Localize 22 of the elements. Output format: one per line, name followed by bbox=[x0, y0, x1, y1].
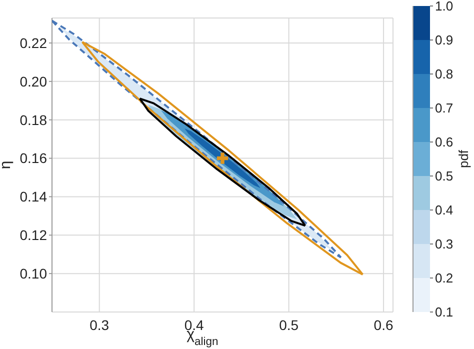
color-bar-label: 0.1 bbox=[435, 304, 454, 320]
y-axis-title: η bbox=[0, 160, 14, 170]
y-tick-label: 0.12 bbox=[20, 227, 48, 244]
color-bar-label: 1.0 bbox=[435, 0, 454, 14]
y-tick-label: 0.22 bbox=[20, 34, 48, 51]
y-tick-label: 0.10 bbox=[20, 266, 48, 282]
y-tick-label: 0.18 bbox=[20, 112, 48, 128]
x-tick-label: 0.6 bbox=[374, 316, 394, 333]
color-bar-label: 0.8 bbox=[435, 66, 454, 82]
color-bar-label: 0.9 bbox=[435, 32, 454, 48]
color-bar-label: 0.3 bbox=[435, 236, 454, 252]
y-tick-label: 0.14 bbox=[20, 188, 48, 205]
color-bar-label: 0.5 bbox=[435, 168, 454, 184]
x-tick-label: 0.3 bbox=[90, 316, 110, 333]
y-tick-label: 0.20 bbox=[20, 73, 48, 90]
y-tick-label: 0.16 bbox=[20, 150, 48, 166]
color-bar-label: 0.2 bbox=[435, 270, 454, 286]
color-bar-title: pdf bbox=[456, 150, 471, 168]
x-tick-label: 0.5 bbox=[279, 316, 299, 333]
color-bar-label: 0.4 bbox=[435, 202, 454, 218]
color-bar-label: 0.7 bbox=[435, 100, 454, 116]
color-bar-label: 0.6 bbox=[435, 134, 454, 150]
